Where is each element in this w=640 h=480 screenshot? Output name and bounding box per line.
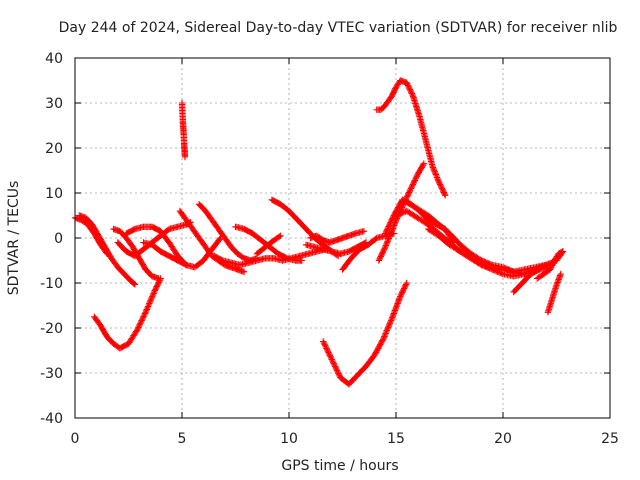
series-markers xyxy=(320,279,410,388)
y-tick-label: 40 xyxy=(45,51,63,67)
series-arc-15 xyxy=(302,239,370,257)
series-arc-13 xyxy=(253,232,284,257)
series-arc-05 xyxy=(114,219,194,260)
series-arc-17 xyxy=(320,279,410,388)
x-tick-label: 0 xyxy=(71,431,80,447)
y-tick-label: -20 xyxy=(40,321,63,337)
series-arc-16 xyxy=(307,228,368,246)
series-markers xyxy=(307,228,368,246)
x-tick-label: 10 xyxy=(280,431,298,447)
y-tick-label: -10 xyxy=(40,276,63,292)
series-arc-07 xyxy=(140,234,224,271)
series-markers xyxy=(510,264,552,296)
series-markers xyxy=(253,232,284,257)
series-markers xyxy=(403,198,528,278)
series-arc-27 xyxy=(544,270,564,316)
series-arc-19 xyxy=(373,77,449,199)
x-axis-label: GPS time / hours xyxy=(281,458,398,474)
series-arc-26 xyxy=(534,248,567,282)
y-tick-label: 30 xyxy=(45,96,63,112)
y-tick-label: -30 xyxy=(40,366,63,382)
series-arc-02 xyxy=(76,212,139,288)
series-arc-09 xyxy=(176,207,248,275)
x-tick-label: 25 xyxy=(601,431,619,447)
series-arc-10 xyxy=(195,201,261,264)
series-markers xyxy=(534,248,567,282)
x-tick-label: 20 xyxy=(494,431,512,447)
y-tick-label: 0 xyxy=(54,231,63,247)
y-tick-label: 10 xyxy=(45,186,63,202)
series-arc-04 xyxy=(110,225,162,282)
series-markers xyxy=(140,234,224,271)
series-markers xyxy=(178,99,189,161)
series-markers xyxy=(232,223,305,264)
y-tick-label: -40 xyxy=(40,411,63,427)
series-arc-08 xyxy=(178,99,189,161)
series-markers xyxy=(114,219,194,260)
series-markers xyxy=(544,270,564,316)
series-arc-25 xyxy=(510,264,552,296)
y-tick-label: 20 xyxy=(45,141,63,157)
series-markers xyxy=(76,212,139,288)
series-arc-03 xyxy=(91,275,164,352)
series-markers xyxy=(176,207,248,275)
chart-title: Day 244 of 2024, Sidereal Day-to-day VTE… xyxy=(59,20,618,36)
series-arc-12 xyxy=(232,223,305,264)
x-tick-label: 5 xyxy=(178,431,187,447)
axis-ticks: 0 5 10 15 20 25 -40 -30 -20 -10 0 10 20 30 40 xyxy=(40,51,619,447)
series-markers xyxy=(373,77,449,199)
series-markers xyxy=(195,201,261,264)
series-markers xyxy=(302,239,370,257)
y-axis-label: SDTVAR / TECUs xyxy=(6,181,22,296)
series-arc-23 xyxy=(403,198,528,278)
series-markers xyxy=(91,275,164,352)
x-tick-label: 15 xyxy=(387,431,405,447)
series-markers xyxy=(110,225,162,282)
data-series xyxy=(71,77,567,388)
